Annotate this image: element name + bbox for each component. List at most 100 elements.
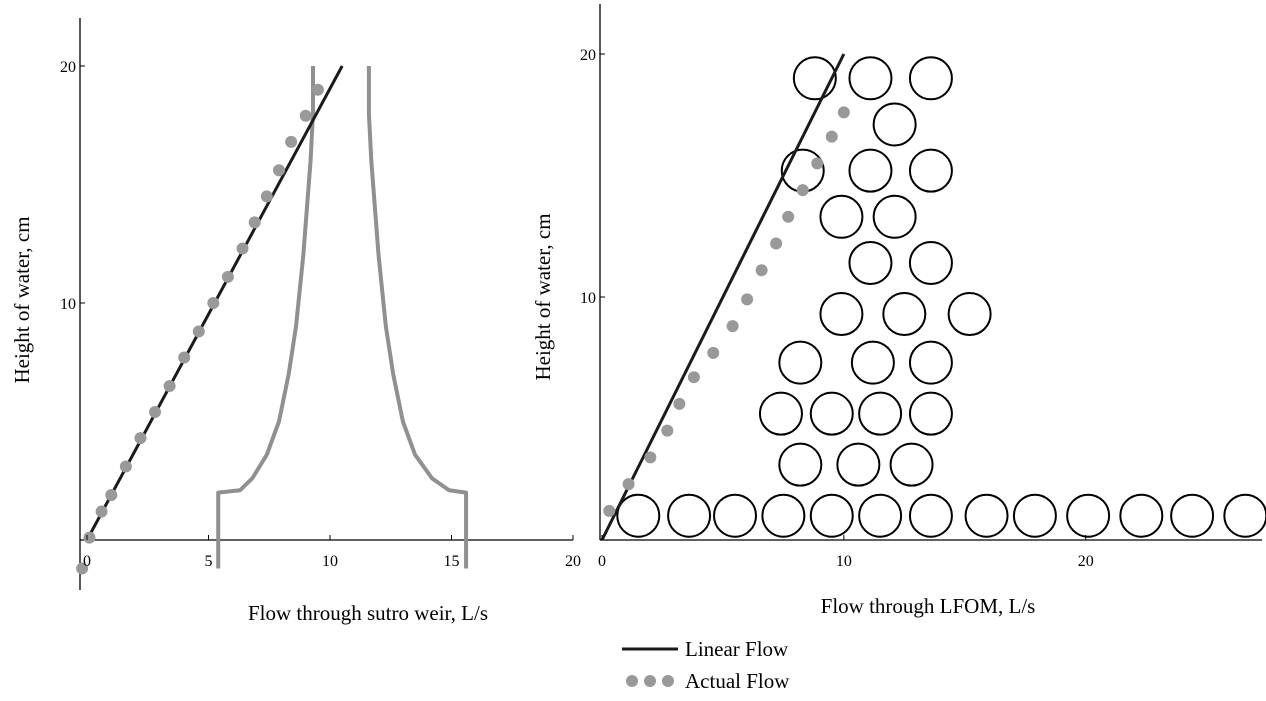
lfom-orifice-circle bbox=[858, 391, 903, 436]
lfom-orifice-circle bbox=[908, 240, 953, 285]
sutro-weir-x-tick-label: 20 bbox=[565, 553, 581, 570]
lfom-actual-flow-point bbox=[782, 210, 795, 223]
lfom-actual-flow-point bbox=[741, 293, 754, 306]
lfom-actual-flow-point bbox=[726, 320, 739, 333]
sutro-weir-chart: 0 5 10 15 20 10 20 Flow through sutro weir, L/… bbox=[10, 18, 581, 625]
lfom-orifice-circle bbox=[758, 391, 803, 436]
lfom-orifice-circle bbox=[836, 442, 881, 487]
lfom-orifice-circle bbox=[964, 493, 1009, 538]
lfom-actual-flow-point bbox=[644, 451, 657, 464]
lfom-orifice-circle bbox=[809, 493, 854, 538]
lfom-actual-flow-point bbox=[825, 130, 838, 143]
lfom-orifice-circle bbox=[889, 442, 934, 487]
lfom-orifice-circle bbox=[761, 493, 806, 538]
lfom-orifice-circle bbox=[872, 102, 917, 147]
lfom-orifice-circle bbox=[778, 442, 823, 487]
lfom-orifice-circle bbox=[1119, 493, 1164, 538]
sutro-weir-actual-flow-point bbox=[149, 406, 162, 419]
lfom-x-tick-label: 0 bbox=[598, 553, 606, 570]
lfom-orifice-circle bbox=[850, 340, 895, 385]
lfom-orifice-circle bbox=[819, 194, 864, 239]
sutro-weir-actual-flow-point bbox=[105, 488, 118, 501]
sutro-weir-series bbox=[76, 65, 469, 575]
lfom-actual-flow-point bbox=[707, 346, 720, 359]
sutro-weir-actual-flow-point bbox=[248, 216, 261, 229]
lfom-actual-flow-point bbox=[661, 424, 674, 437]
sutro-weir-actual-flow-point bbox=[192, 325, 205, 338]
lfom-orifice-circle bbox=[848, 240, 893, 285]
sutro-weir-actual-flow-point bbox=[119, 460, 132, 473]
lfom-actual-flow-point bbox=[811, 157, 824, 170]
lfom-x-axis-title: Flow through LFOM, L/s bbox=[821, 594, 1036, 618]
sutro-weir-tick-labels: 0 5 10 15 20 10 20 bbox=[60, 59, 581, 570]
lfom-orifice-circle bbox=[1223, 493, 1266, 538]
sutro-weir-actual-flow-point bbox=[163, 379, 176, 392]
lfom-orifice-circle bbox=[908, 56, 953, 101]
lfom-orifice-circle bbox=[882, 292, 927, 337]
lfom-orifice-circle bbox=[908, 391, 953, 436]
sutro-weir-actual-flow-point bbox=[299, 109, 312, 122]
sutro-weir-actual-flow-point bbox=[260, 190, 273, 203]
lfom-orifice-circle bbox=[1012, 493, 1057, 538]
lfom-actual-flow-point bbox=[603, 504, 616, 517]
lfom-orifice-circle bbox=[908, 493, 953, 538]
sutro-weir-actual-flow-point bbox=[76, 562, 89, 575]
sutro-weir-x-tick-label: 0 bbox=[83, 553, 91, 570]
sutro-weir-sutro-weir-profile-left bbox=[216, 66, 315, 569]
sutro-weir-y-tick-label: 10 bbox=[60, 296, 76, 313]
sutro-weir-actual-flow-point bbox=[95, 505, 108, 518]
lfom-axes bbox=[599, 4, 1262, 541]
lfom-orifice-circle bbox=[809, 391, 854, 436]
lfom-orifice-circle bbox=[713, 493, 758, 538]
lfom-x-tick-label: 20 bbox=[1078, 553, 1094, 570]
sutro-weir-actual-flow-point bbox=[272, 164, 285, 177]
lfom-orifice-circle bbox=[1170, 493, 1215, 538]
lfom-orifice-circle bbox=[819, 292, 864, 337]
lfom-orifice-circle bbox=[947, 292, 992, 337]
lfom-actual-flow-point bbox=[796, 184, 809, 197]
lfom-y-tick-label: 10 bbox=[580, 290, 596, 307]
lfom-tick-labels: 0 10 20 10 20 bbox=[580, 47, 1094, 570]
lfom-orifice-circle bbox=[778, 340, 823, 385]
lfom-orifice-circle bbox=[1066, 493, 1111, 538]
sutro-weir-x-tick-label: 15 bbox=[444, 553, 460, 570]
lfom-x-tick-label: 10 bbox=[836, 553, 852, 570]
lfom-orifice-circle bbox=[858, 493, 903, 538]
sutro-weir-actual-flow-point bbox=[236, 242, 249, 255]
lfom-series bbox=[600, 53, 1266, 541]
lfom-orifice-circle bbox=[908, 340, 953, 385]
legend-actual-flow-dot bbox=[626, 675, 638, 687]
lfom-orifice-circle bbox=[908, 148, 953, 193]
lfom-orifice-circle bbox=[792, 56, 837, 101]
legend: Linear Flow Actual Flow bbox=[622, 637, 790, 693]
lfom-orifice-circle bbox=[872, 194, 917, 239]
lfom-orifice-circle bbox=[848, 148, 893, 193]
legend-actual-flow-dot bbox=[644, 675, 656, 687]
sutro-weir-sutro-weir-profile-right bbox=[366, 66, 469, 569]
sutro-weir-x-tick-label: 5 bbox=[205, 553, 213, 570]
sutro-weir-x-axis-title: Flow through sutro weir, L/s bbox=[248, 601, 488, 625]
lfom-y-tick-label: 20 bbox=[580, 47, 596, 64]
lfom-actual-flow-point bbox=[687, 371, 700, 384]
sutro-weir-actual-flow-point bbox=[178, 351, 191, 364]
sutro-weir-actual-flow-point bbox=[207, 297, 220, 309]
legend-actual-flow-label: Actual Flow bbox=[685, 669, 790, 693]
sutro-weir-axes bbox=[79, 18, 573, 590]
sutro-weir-actual-flow-point bbox=[83, 531, 96, 544]
legend-actual-flow-dot bbox=[662, 675, 674, 687]
lfom-orifice-circle bbox=[616, 493, 661, 538]
sutro-weir-x-tick-label: 10 bbox=[322, 553, 338, 570]
sutro-weir-actual-flow-point bbox=[134, 432, 147, 445]
lfom-actual-flow-point bbox=[622, 478, 635, 491]
sutro-weir-actual-flow-point bbox=[285, 135, 298, 148]
lfom-y-axis-title: Height of water, cm bbox=[531, 213, 555, 380]
lfom-actual-flow-point bbox=[673, 397, 686, 410]
lfom-orifice-circle bbox=[667, 493, 712, 538]
lfom-actual-flow-point bbox=[755, 264, 768, 277]
lfom-actual-flow-point bbox=[837, 106, 850, 119]
legend-linear-flow-label: Linear Flow bbox=[685, 637, 789, 661]
lfom-linear-flow-line bbox=[600, 53, 846, 541]
sutro-weir-y-axis-title: Height of water, cm bbox=[10, 216, 34, 383]
